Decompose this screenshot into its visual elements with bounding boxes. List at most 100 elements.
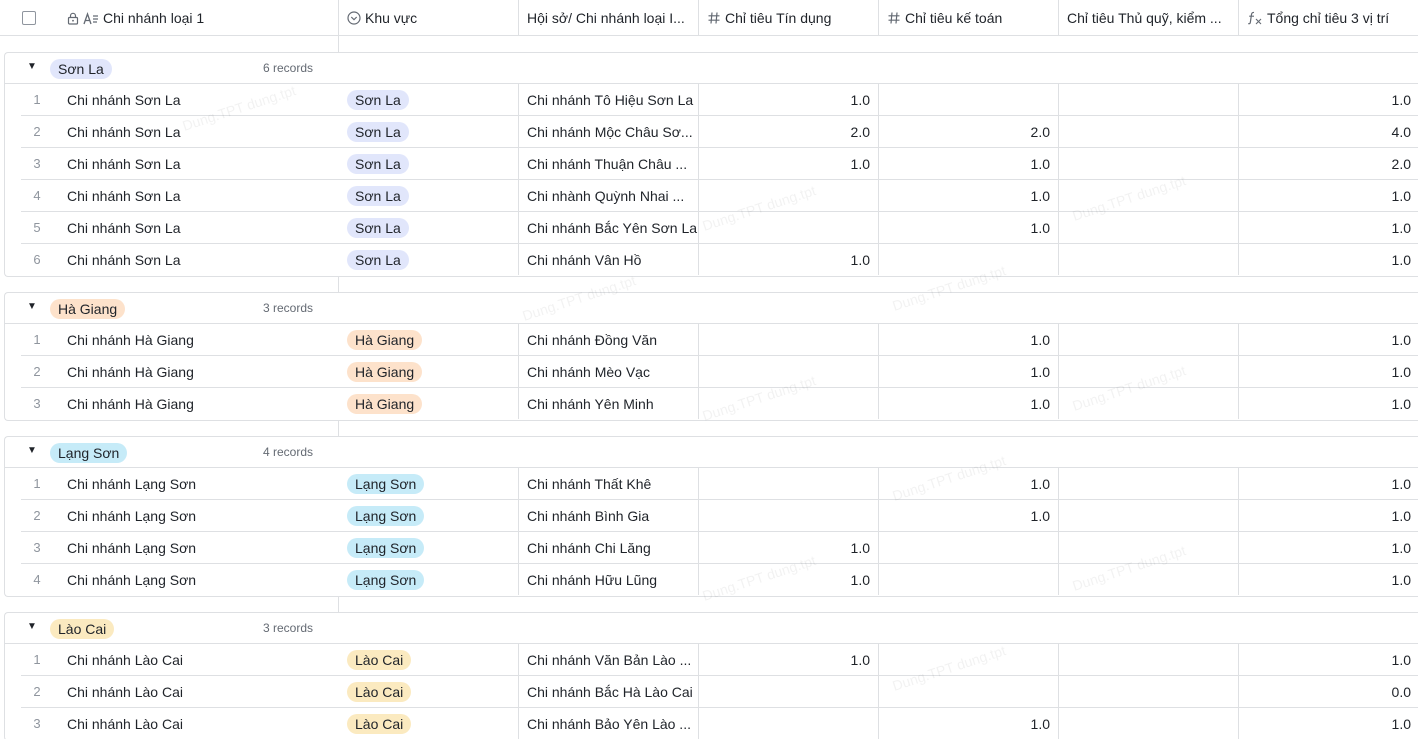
cell-branch[interactable]: Chi nhánh Bắc Yên Sơn La <box>519 212 699 243</box>
table-row[interactable]: 1 Chi nhánh Hà Giang Hà Giang Chi nhánh Đồn… <box>21 324 1418 356</box>
group-header[interactable]: ▼ Lạng Sơn 4 records <box>5 437 1418 468</box>
cell-branch[interactable]: Chi nhành Quỳnh Nhai ... <box>519 180 699 211</box>
cell-branch-type1[interactable]: Chi nhánh Hà Giang <box>59 388 339 419</box>
cell-cashier-target[interactable] <box>1059 244 1239 275</box>
header-col-credit[interactable]: Chỉ tiêu Tín dụng <box>699 0 879 36</box>
cell-credit-target[interactable]: 2.0 <box>699 116 879 147</box>
cell-accounting-target[interactable]: 1.0 <box>879 468 1059 499</box>
cell-branch[interactable]: Chi nhánh Mèo Vạc <box>519 356 699 387</box>
cell-credit-target[interactable]: 1.0 <box>699 84 879 115</box>
cell-cashier-target[interactable] <box>1059 644 1239 675</box>
cell-credit-target[interactable]: 1.0 <box>699 564 879 595</box>
cell-region[interactable]: Lạng Sơn <box>339 564 519 595</box>
cell-total-target[interactable]: 1.0 <box>1239 84 1418 115</box>
cell-accounting-target[interactable]: 1.0 <box>879 324 1059 355</box>
cell-branch-type1[interactable]: Chi nhánh Lào Cai <box>59 644 339 675</box>
cell-branch-type1[interactable]: Chi nhánh Sơn La <box>59 84 339 115</box>
cell-total-target[interactable]: 1.0 <box>1239 468 1418 499</box>
cell-branch-type1[interactable]: Chi nhánh Sơn La <box>59 116 339 147</box>
cell-total-target[interactable]: 1.0 <box>1239 500 1418 531</box>
cell-cashier-target[interactable] <box>1059 708 1239 739</box>
cell-total-target[interactable]: 1.0 <box>1239 356 1418 387</box>
cell-total-target[interactable]: 1.0 <box>1239 212 1418 243</box>
cell-credit-target[interactable]: 1.0 <box>699 244 879 275</box>
cell-total-target[interactable]: 1.0 <box>1239 388 1418 419</box>
cell-branch[interactable]: Chi nhánh Chi Lăng <box>519 532 699 563</box>
cell-region[interactable]: Hà Giang <box>339 356 519 387</box>
cell-credit-target[interactable] <box>699 356 879 387</box>
cell-accounting-target[interactable] <box>879 564 1059 595</box>
group-header[interactable]: ▼ Hà Giang 3 records <box>5 293 1418 324</box>
group-header[interactable]: ▼ Lào Cai 3 records <box>5 613 1418 644</box>
cell-branch-type1[interactable]: Chi nhánh Lạng Sơn <box>59 468 339 499</box>
header-col-accounting[interactable]: Chỉ tiêu kế toán <box>879 0 1059 36</box>
header-col-branch[interactable]: Hội sở/ Chi nhánh loại I... <box>519 0 699 36</box>
cell-cashier-target[interactable] <box>1059 532 1239 563</box>
cell-branch[interactable]: Chi nhánh Mộc Châu Sơ... <box>519 116 699 147</box>
select-all-checkbox[interactable] <box>21 11 36 25</box>
cell-region[interactable]: Sơn La <box>339 212 519 243</box>
table-row[interactable]: 4 Chi nhánh Lạng Sơn Lạng Sơn Chi nhánh Hữu… <box>21 564 1418 596</box>
header-col-name[interactable]: Chi nhánh loại 1 <box>57 0 339 36</box>
triangle-down-icon[interactable]: ▼ <box>27 61 37 72</box>
cell-region[interactable]: Lạng Sơn <box>339 532 519 563</box>
cell-credit-target[interactable] <box>699 212 879 243</box>
cell-region[interactable]: Hà Giang <box>339 324 519 355</box>
cell-total-target[interactable]: 4.0 <box>1239 116 1418 147</box>
triangle-down-icon[interactable]: ▼ <box>27 621 37 632</box>
cell-branch[interactable]: Chi nhánh Văn Bản Lào ... <box>519 644 699 675</box>
cell-cashier-target[interactable] <box>1059 324 1239 355</box>
cell-cashier-target[interactable] <box>1059 676 1239 707</box>
table-row[interactable]: 3 Chi nhánh Sơn La Sơn La Chi nhánh Thuận C… <box>21 148 1418 180</box>
header-col-region[interactable]: Khu vực <box>339 0 519 36</box>
cell-total-target[interactable]: 2.0 <box>1239 148 1418 179</box>
cell-total-target[interactable]: 1.0 <box>1239 564 1418 595</box>
cell-accounting-target[interactable]: 1.0 <box>879 180 1059 211</box>
cell-branch[interactable]: Chi nhánh Bắc Hà Lào Cai <box>519 676 699 707</box>
cell-accounting-target[interactable]: 1.0 <box>879 500 1059 531</box>
cell-branch-type1[interactable]: Chi nhánh Lạng Sơn <box>59 500 339 531</box>
cell-credit-target[interactable] <box>699 500 879 531</box>
cell-branch-type1[interactable]: Chi nhánh Sơn La <box>59 180 339 211</box>
table-row[interactable]: 3 Chi nhánh Lạng Sơn Lạng Sơn Chi nhánh Chi… <box>21 532 1418 564</box>
cell-credit-target[interactable] <box>699 388 879 419</box>
cell-accounting-target[interactable] <box>879 244 1059 275</box>
cell-branch[interactable]: Chi nhánh Bảo Yên Lào ... <box>519 708 699 739</box>
cell-region[interactable]: Hà Giang <box>339 388 519 419</box>
table-row[interactable]: 3 Chi nhánh Lào Cai Lào Cai Chi nhánh Bảo Y… <box>21 708 1418 739</box>
cell-branch[interactable]: Chi nhánh Thuận Châu ... <box>519 148 699 179</box>
table-row[interactable]: 2 Chi nhánh Lạng Sơn Lạng Sơn Chi nhánh Bìn… <box>21 500 1418 532</box>
cell-credit-target[interactable] <box>699 708 879 739</box>
cell-total-target[interactable]: 1.0 <box>1239 644 1418 675</box>
cell-region[interactable]: Lào Cai <box>339 708 519 739</box>
cell-total-target[interactable]: 0.0 <box>1239 676 1418 707</box>
cell-total-target[interactable]: 1.0 <box>1239 324 1418 355</box>
cell-total-target[interactable]: 1.0 <box>1239 180 1418 211</box>
table-row[interactable]: 5 Chi nhánh Sơn La Sơn La Chi nhánh Bắc Yên… <box>21 212 1418 244</box>
table-row[interactable]: 4 Chi nhánh Sơn La Sơn La Chi nhành Quỳnh N… <box>21 180 1418 212</box>
cell-branch[interactable]: Chi nhánh Bình Gia <box>519 500 699 531</box>
cell-region[interactable]: Sơn La <box>339 84 519 115</box>
cell-cashier-target[interactable] <box>1059 180 1239 211</box>
cell-accounting-target[interactable] <box>879 676 1059 707</box>
cell-cashier-target[interactable] <box>1059 388 1239 419</box>
cell-branch[interactable]: Chi nhánh Tô Hiệu Sơn La <box>519 84 699 115</box>
cell-branch-type1[interactable]: Chi nhánh Lạng Sơn <box>59 532 339 563</box>
table-row[interactable]: 1 Chi nhánh Sơn La Sơn La Chi nhánh Tô Hiệu… <box>21 84 1418 116</box>
cell-accounting-target[interactable]: 1.0 <box>879 356 1059 387</box>
cell-region[interactable]: Lào Cai <box>339 676 519 707</box>
cell-credit-target[interactable] <box>699 324 879 355</box>
cell-credit-target[interactable]: 1.0 <box>699 532 879 563</box>
triangle-down-icon[interactable]: ▼ <box>27 301 37 312</box>
table-row[interactable]: 2 Chi nhánh Sơn La Sơn La Chi nhánh Mộc Châ… <box>21 116 1418 148</box>
cell-cashier-target[interactable] <box>1059 356 1239 387</box>
cell-cashier-target[interactable] <box>1059 500 1239 531</box>
cell-credit-target[interactable]: 1.0 <box>699 148 879 179</box>
cell-total-target[interactable]: 1.0 <box>1239 708 1418 739</box>
cell-branch-type1[interactable]: Chi nhánh Sơn La <box>59 244 339 275</box>
cell-branch[interactable]: Chi nhánh Thất Khê <box>519 468 699 499</box>
cell-cashier-target[interactable] <box>1059 212 1239 243</box>
cell-branch-type1[interactable]: Chi nhánh Lào Cai <box>59 676 339 707</box>
cell-cashier-target[interactable] <box>1059 84 1239 115</box>
cell-accounting-target[interactable] <box>879 532 1059 563</box>
